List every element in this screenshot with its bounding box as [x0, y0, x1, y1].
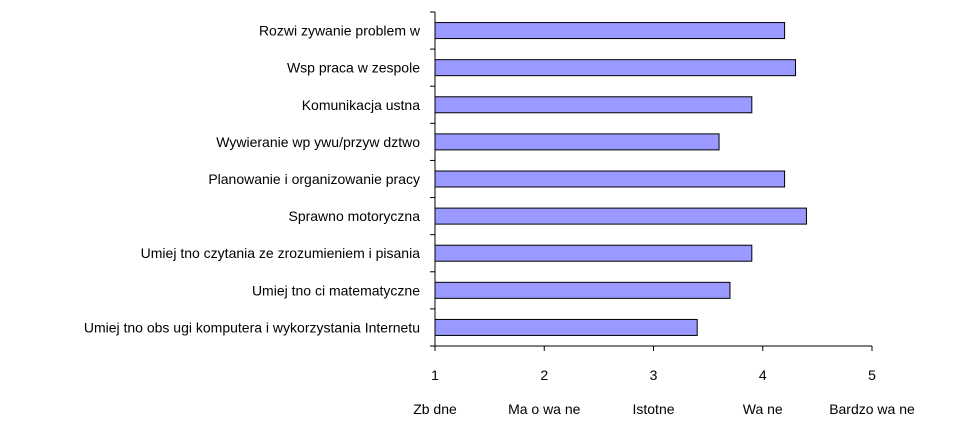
category-label-5: Planowanie i organizowanie pracy — [208, 171, 420, 187]
category-label-2: Wsp praca w zespole — [287, 60, 420, 76]
bar-9 — [434, 318, 698, 336]
x-tick-label-4: 4 — [759, 367, 767, 383]
x-tick-label-1: 1 — [431, 367, 439, 383]
x-tick-label-3: 3 — [650, 367, 658, 383]
bar-4 — [434, 133, 720, 151]
tick-labels: 1 2 3 4 5 — [431, 367, 876, 383]
x-tick-label-5: 5 — [868, 367, 876, 383]
bar-8 — [434, 281, 731, 299]
scale-label-3: Istotne — [632, 401, 674, 417]
scale-labels: Zb dne Ma o wa ne Istotne Wa ne Bardzo wa ne — [413, 401, 915, 417]
category-label-3: Komunikacja ustna — [302, 97, 421, 113]
bar-6 — [434, 207, 807, 225]
bar-5 — [434, 170, 786, 188]
bar-3 — [434, 96, 753, 114]
bar-1 — [434, 22, 786, 40]
bar-7 — [434, 244, 753, 262]
bar-2 — [434, 59, 797, 77]
axes — [430, 11, 873, 351]
scale-label-1: Zb dne — [413, 401, 457, 417]
scale-label-4: Wa ne — [743, 401, 783, 417]
category-label-6: Sprawno motoryczna — [288, 208, 420, 224]
scale-label-5: Bardzo wa ne — [829, 401, 915, 417]
category-label-7: Umiej tno czytania ze zrozumieniem i pis… — [141, 245, 421, 261]
category-label-1: Rozwi zywanie problem w — [259, 23, 421, 39]
category-label-8: Umiej tno ci matematyczne — [252, 282, 420, 298]
scale-label-2: Ma o wa ne — [508, 401, 581, 417]
x-tick-label-2: 2 — [540, 367, 548, 383]
bars — [434, 22, 807, 336]
category-labels: Rozwi zywanie problem w Wsp praca w zespo… — [84, 23, 421, 336]
category-label-9: Umiej tno obs ugi komputera i wykorzysta… — [84, 319, 420, 335]
category-label-4: Wywieranie wp ywu/przyw dztwo — [216, 134, 420, 150]
